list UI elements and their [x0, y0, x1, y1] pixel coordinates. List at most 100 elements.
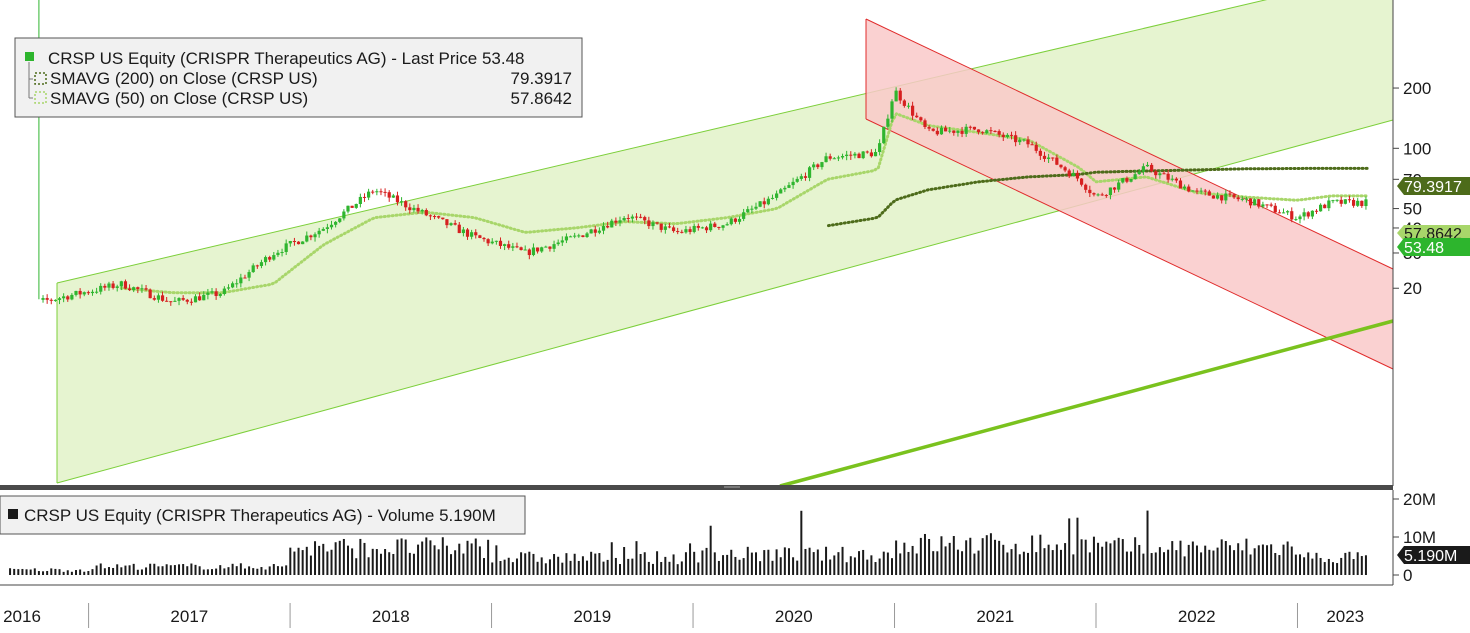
candle-body: [1117, 182, 1121, 190]
candle-body: [581, 235, 585, 238]
volume-bar: [466, 540, 469, 575]
candle-body: [1220, 195, 1224, 201]
volume-bar: [268, 566, 271, 575]
candle-body: [379, 191, 383, 193]
candle-body: [886, 118, 890, 127]
volume-bar: [1167, 549, 1170, 575]
sma200-swatch: [34, 72, 47, 85]
volume-bar: [145, 567, 148, 575]
volume-bar: [458, 543, 461, 575]
volume-bar: [853, 557, 856, 575]
volume-bar: [985, 535, 988, 575]
candle-body: [972, 126, 977, 130]
candle-body: [486, 239, 490, 244]
candle-body: [416, 207, 420, 212]
candle-body: [404, 201, 408, 208]
candle-body: [997, 131, 1001, 135]
volume-bar: [491, 562, 494, 575]
volume-bar: [1216, 547, 1219, 575]
candle-body: [535, 247, 540, 252]
volume-bar: [907, 551, 910, 575]
volume-bar: [437, 549, 440, 575]
volume-bar: [940, 536, 943, 575]
volume-bar: [557, 556, 560, 575]
volume-bar: [445, 545, 448, 575]
volume-bar: [1253, 548, 1256, 575]
volume-bar: [775, 549, 778, 575]
volume-bar: [429, 540, 432, 575]
candle-body: [1001, 134, 1005, 138]
volume-legend: CRSP US Equity (CRISPR Therapeutics AG) …: [0, 495, 526, 535]
candle-body: [943, 127, 948, 132]
candle-body: [309, 235, 313, 238]
volume-bar: [1233, 550, 1236, 575]
volume-bar: [623, 547, 626, 575]
candle-body: [70, 294, 74, 300]
sma50-swatch: [34, 91, 47, 104]
volume-bar: [1307, 552, 1310, 575]
candle-body: [1240, 198, 1244, 200]
volume-bar: [404, 539, 407, 575]
volume-bar: [1064, 543, 1067, 575]
volume-bar: [66, 570, 69, 575]
volume-bar: [46, 570, 49, 575]
candle-body: [894, 90, 898, 102]
candle-body: [906, 105, 911, 107]
candle-body: [989, 130, 993, 132]
volume-bar: [1323, 562, 1326, 575]
volume-bar: [1212, 550, 1215, 575]
candle-body: [136, 287, 140, 289]
candle-body: [362, 196, 367, 198]
volume-bar: [285, 565, 288, 575]
candle-body: [132, 287, 136, 291]
candle-body: [247, 272, 251, 278]
volume-bar: [779, 557, 782, 575]
price-tick-label: 100: [1403, 139, 1431, 158]
volume-bar: [722, 555, 725, 575]
candle-body: [1281, 212, 1286, 214]
candle-body: [1261, 204, 1265, 207]
candle-body: [614, 220, 618, 223]
candle-body: [78, 290, 82, 295]
candle-body: [453, 223, 457, 225]
volume-bar: [182, 564, 185, 575]
volume-bar: [1266, 545, 1269, 575]
candle-body: [82, 292, 86, 295]
volume-bar: [598, 553, 601, 575]
candle-body: [651, 222, 655, 227]
year-label: 2021: [976, 607, 1014, 626]
year-label: 2020: [775, 607, 813, 626]
volume-bar: [1336, 563, 1339, 575]
volume-bar: [507, 557, 510, 575]
candle-body: [655, 222, 659, 224]
volume-bar: [161, 566, 164, 575]
pane-separator[interactable]: [0, 485, 1393, 490]
candle-body: [729, 218, 733, 225]
volume-axis-ticks: 20M 10M 0: [1393, 490, 1436, 585]
candle-body: [618, 220, 622, 223]
candle-body: [1302, 212, 1306, 217]
volume-bar: [388, 552, 391, 575]
candle-body: [160, 295, 165, 301]
volume-bar: [928, 538, 931, 575]
candle-body: [358, 196, 362, 204]
volume-bar: [215, 568, 218, 575]
volume-swatch: [8, 509, 18, 519]
volume-bar: [816, 549, 819, 575]
candle-body: [1273, 205, 1277, 213]
candle-body: [41, 298, 45, 300]
volume-bar: [787, 548, 790, 575]
candle-body: [519, 247, 523, 251]
volume-bar: [470, 543, 473, 575]
candle-body: [503, 244, 507, 246]
candle-body: [1051, 157, 1055, 159]
volume-bar: [845, 562, 848, 575]
candle-body: [1096, 194, 1100, 196]
volume-bar: [672, 554, 675, 575]
volume-bar: [800, 510, 803, 575]
volume-bar: [1059, 549, 1062, 575]
candle-body: [317, 230, 321, 235]
candle-body: [1298, 216, 1302, 220]
volume-bar: [561, 562, 564, 575]
volume-bar: [969, 537, 972, 575]
